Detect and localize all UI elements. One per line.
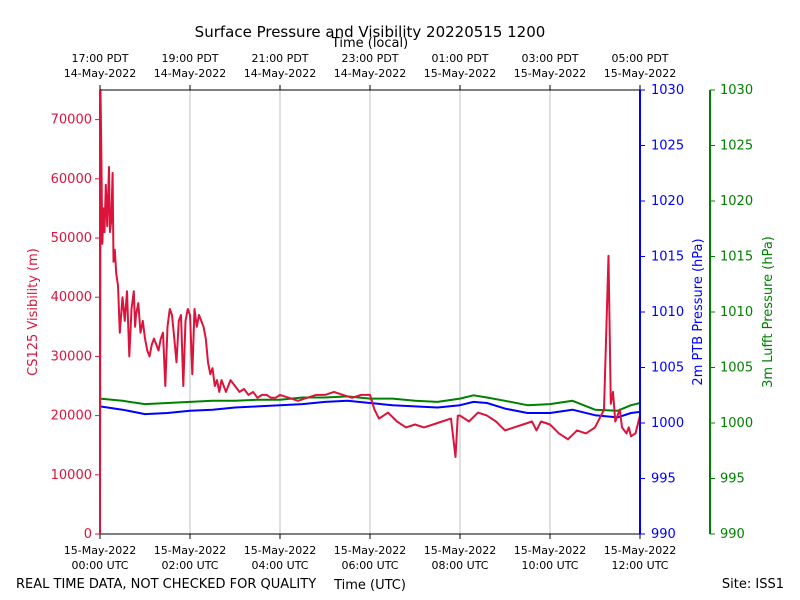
lufft-tick-label: 995 [720,472,745,487]
grid-lines [189,90,551,534]
bottom-tick-date: 15-May-2022 [64,544,136,557]
series-line-2m-ptb-pressure [99,399,641,419]
ptb-tick-label: 1000 [651,416,684,431]
bottom-tick-time: 08:00 UTC [431,559,488,572]
visibility-axis-label: CS125 Visibility (m) [26,248,41,376]
lufft-tick-label: 1020 [720,194,753,209]
top-tick-time: 21:00 PDT [251,52,308,65]
visibility-axis: 0 10000 20000 30000 40000 50000 60000 70000 [51,90,101,542]
lufft-tick-label: 990 [720,527,745,542]
series-line-cs125-visibility [99,89,641,535]
visibility-tick-label: 20000 [51,409,92,424]
top-tick-time: 05:00 PDT [611,52,668,65]
lufft-tick-label: 1015 [720,250,753,265]
bottom-tick-date: 15-May-2022 [154,544,226,557]
ptb-pressure-axis: 990 995 1000 1005 1010 1015 1020 1025 1030 [639,83,684,542]
top-tick-time: 03:00 PDT [521,52,578,65]
ptb-axis-label: 2m PTB Pressure (hPa) [691,238,706,385]
bottom-tick-time: 02:00 UTC [161,559,218,572]
ptb-tick-label: 1005 [651,361,684,376]
visibility-tick-label: 40000 [51,290,92,305]
top-tick-date: 14-May-2022 [334,67,406,80]
visibility-tick-label: 50000 [51,231,92,246]
visibility-tick-label: 0 [84,527,92,542]
lufft-tick-label: 1000 [720,416,753,431]
top-tick-time: 23:00 PDT [341,52,398,65]
visibility-tick-label: 70000 [51,113,92,128]
top-tick-date: 14-May-2022 [244,67,316,80]
lufft-tick-label: 1030 [720,83,753,98]
series-layer [99,89,641,535]
top-axis-ticks: 17:00 PDT 14-May-2022 19:00 PDT 14-May-2022… [64,52,676,90]
top-tick-date: 15-May-2022 [424,67,496,80]
lufft-pressure-axis: 990 995 1000 1005 1010 1015 1020 1025 1030 [709,83,753,542]
visibility-tick-label: 10000 [51,468,92,483]
top-tick-date: 15-May-2022 [604,67,676,80]
top-tick-time: 17:00 PDT [71,52,128,65]
bottom-tick-time: 12:00 UTC [611,559,668,572]
lufft-tick-label: 1005 [720,361,753,376]
x-axis-label: Time (UTC) [333,578,406,593]
visibility-tick-label: 30000 [51,349,92,364]
ptb-tick-label: 1025 [651,139,684,154]
bottom-tick-date: 15-May-2022 [514,544,586,557]
bottom-tick-date: 15-May-2022 [334,544,406,557]
ptb-tick-label: 990 [651,527,676,542]
ptb-tick-label: 1030 [651,83,684,98]
bottom-tick-time: 04:00 UTC [251,559,308,572]
ptb-tick-label: 1015 [651,250,684,265]
site-label: Site: ISS1 [722,577,784,592]
lufft-axis-label: 3m Lufft Pressure (hPa) [761,236,776,388]
bottom-tick-date: 15-May-2022 [604,544,676,557]
bottom-axis-ticks: 15-May-2022 00:00 UTC 15-May-2022 02:00 UTC… [64,534,676,572]
bottom-tick-time: 00:00 UTC [71,559,128,572]
top-axis-label: Time (local) [331,36,408,51]
bottom-tick-date: 15-May-2022 [424,544,496,557]
top-tick-time: 19:00 PDT [161,52,218,65]
bottom-tick-time: 06:00 UTC [341,559,398,572]
chart-title: Surface Pressure and Visibility 20220515… [195,23,546,41]
series-line-3m-lufft-pressure [99,394,641,412]
bottom-tick-date: 15-May-2022 [244,544,316,557]
lufft-tick-label: 1010 [720,305,753,320]
lufft-tick-label: 1025 [720,139,753,154]
quality-disclaimer: REAL TIME DATA, NOT CHECKED FOR QUALITY [16,577,316,592]
ptb-tick-label: 1020 [651,194,684,209]
top-tick-time: 01:00 PDT [431,52,488,65]
visibility-tick-label: 60000 [51,172,92,187]
bottom-tick-time: 10:00 UTC [521,559,578,572]
top-tick-date: 14-May-2022 [64,67,136,80]
top-tick-date: 15-May-2022 [514,67,586,80]
ptb-tick-label: 1010 [651,305,684,320]
top-tick-date: 14-May-2022 [154,67,226,80]
ptb-tick-label: 995 [651,472,676,487]
